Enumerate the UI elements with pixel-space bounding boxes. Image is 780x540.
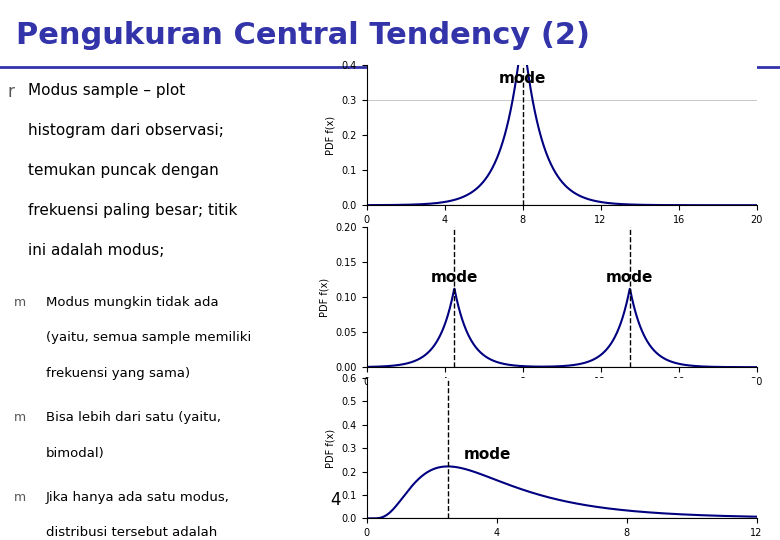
Text: mode: mode	[431, 269, 478, 285]
Text: mode: mode	[499, 71, 546, 86]
Text: temukan puncak dengan: temukan puncak dengan	[28, 163, 219, 178]
Text: bimodal): bimodal)	[45, 447, 105, 460]
X-axis label: x: x	[558, 393, 565, 402]
Text: frekuensi paling besar; titik: frekuensi paling besar; titik	[28, 203, 237, 218]
Text: distribusi tersebut adalah: distribusi tersebut adalah	[45, 526, 217, 539]
Text: Jika hanya ada satu modus,: Jika hanya ada satu modus,	[45, 491, 229, 504]
Text: frekuensi yang sama): frekuensi yang sama)	[45, 367, 190, 380]
Text: m: m	[14, 411, 27, 424]
Text: r: r	[7, 84, 14, 102]
Text: (yaitu, semua sample memiliki: (yaitu, semua sample memiliki	[45, 332, 251, 345]
Text: m: m	[14, 296, 27, 309]
Text: mode: mode	[464, 447, 512, 462]
Text: Bisa lebih dari satu (yaitu,: Bisa lebih dari satu (yaitu,	[45, 411, 221, 424]
Y-axis label: PDF f(x): PDF f(x)	[326, 429, 336, 468]
X-axis label: x: x	[558, 231, 565, 240]
Text: ini adalah modus;: ini adalah modus;	[28, 243, 165, 258]
Text: m: m	[14, 491, 27, 504]
Text: 4: 4	[330, 490, 340, 509]
Y-axis label: PDF f(x): PDF f(x)	[326, 116, 336, 154]
Text: Modus mungkin tidak ada: Modus mungkin tidak ada	[45, 296, 218, 309]
Text: mode: mode	[606, 269, 654, 285]
Text: Pengukuran Central Tendency (2): Pengukuran Central Tendency (2)	[16, 21, 590, 50]
Text: Modus sample – plot: Modus sample – plot	[28, 84, 186, 98]
Text: histogram dari observasi;: histogram dari observasi;	[28, 123, 224, 138]
Y-axis label: PDF f(x): PDF f(x)	[320, 278, 330, 316]
